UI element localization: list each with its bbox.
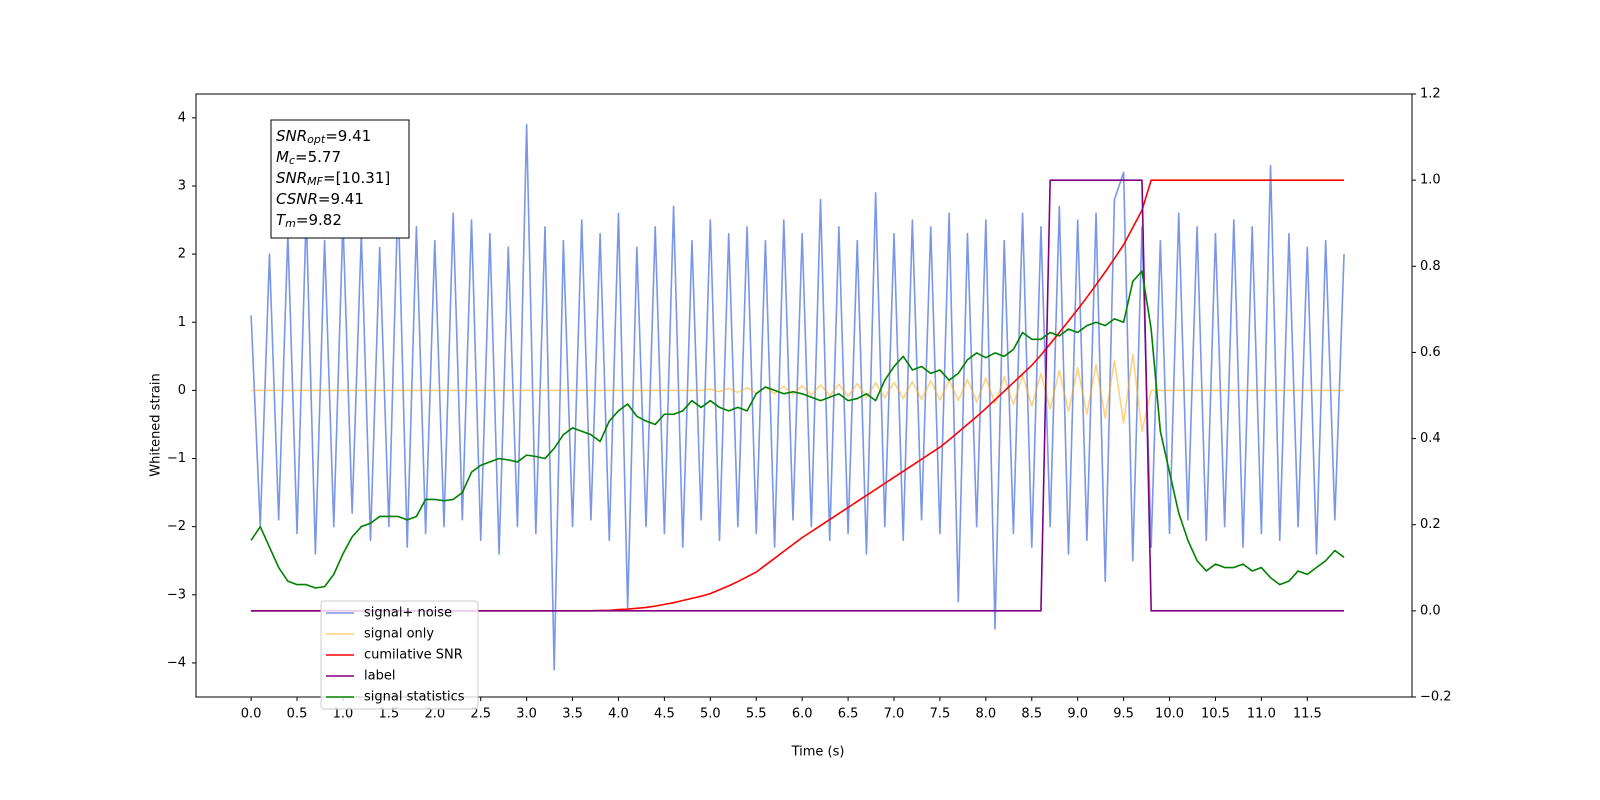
series-line: [251, 353, 1345, 433]
annotation-value: =9.41: [325, 127, 371, 145]
y-tick-label: 3: [178, 178, 186, 193]
y2-tick-label: −0.2: [1420, 690, 1452, 705]
annotation-value: =9.41: [318, 190, 364, 208]
y2-tick-label: 0.2: [1420, 517, 1441, 532]
annotation-value: =5.77: [295, 148, 341, 166]
x-tick-label: 5.5: [746, 707, 767, 722]
y2-tick-label: 0.0: [1420, 603, 1441, 618]
x-tick-label: 11.5: [1293, 707, 1322, 722]
annotation-subscript: m: [285, 217, 296, 230]
annotation-box: [270, 119, 410, 239]
y2-tick-label: 0.4: [1420, 431, 1441, 446]
x-tick-label: 3.0: [516, 707, 537, 722]
annotation-symbol: T: [276, 211, 287, 229]
annotation-symbol: SNR: [276, 169, 307, 187]
x-tick-label: 1.5: [379, 707, 400, 722]
y2-tick-label: 0.8: [1420, 259, 1441, 274]
legend-label: signal only: [364, 627, 434, 642]
x-tick-label: 3.5: [562, 707, 583, 722]
annotation-subscript: opt: [307, 133, 326, 146]
x-tick-label: 7.0: [884, 707, 905, 722]
x-tick-label: 4.5: [654, 707, 675, 722]
y-tick-label: 2: [178, 247, 186, 262]
x-tick-label: 10.5: [1201, 707, 1230, 722]
y-tick-label: 1: [178, 315, 186, 330]
y2-tick-label: 0.6: [1420, 345, 1441, 360]
x-tick-label: 6.5: [838, 707, 859, 722]
legend-label: signal statistics: [364, 690, 465, 705]
x-tick-label: 1.0: [333, 707, 354, 722]
annotation: SNRopt=9.41: [276, 127, 371, 147]
x-tick-label: 6.0: [792, 707, 813, 722]
x-axis-label: Time (s): [791, 745, 845, 760]
annotation-subscript: c: [289, 154, 295, 167]
x-tick-label: 9.0: [1067, 707, 1088, 722]
x-tick-label: 2.0: [424, 707, 445, 722]
x-tick-label: 9.5: [1113, 707, 1134, 722]
series-line: [250, 123, 1345, 671]
y-tick-label: −2: [167, 519, 186, 534]
y2-tick-label: 1.2: [1420, 87, 1441, 102]
legend-box: [320, 600, 479, 710]
legend-label: label: [364, 669, 395, 684]
annotation-symbol: M: [276, 148, 289, 166]
annotation-value: =[10.31]: [323, 169, 390, 187]
x-tick-label: 0.0: [241, 707, 262, 722]
y-axis-label: Whitened strain: [149, 373, 164, 476]
x-tick-label: 5.0: [700, 707, 721, 722]
x-tick-label: 2.5: [470, 707, 491, 722]
x-tick-label: 11.0: [1247, 707, 1276, 722]
annotation-subscript: MF: [307, 175, 323, 188]
x-tick-label: 4.0: [608, 707, 629, 722]
annotation: SNRMF=[10.31]: [276, 169, 390, 189]
x-tick-label: 7.5: [930, 707, 951, 722]
annotation: Tm=9.82: [276, 211, 342, 231]
annotation-value: =9.82: [296, 211, 342, 229]
series-line: [250, 270, 1345, 589]
y-tick-label: −4: [167, 655, 186, 670]
plot-frame: [195, 93, 1413, 698]
annotation: CSNR=9.41: [276, 190, 364, 208]
legend-label: cumilative SNR: [364, 648, 463, 663]
annotation-symbol: CSNR: [276, 190, 318, 208]
y-tick-label: −3: [167, 587, 186, 602]
x-tick-label: 10.0: [1155, 707, 1184, 722]
y-tick-label: 4: [178, 110, 186, 125]
y-tick-label: 0: [178, 383, 186, 398]
y-tick-label: −1: [167, 451, 186, 466]
x-tick-label: 8.5: [1021, 707, 1042, 722]
annotation-symbol: SNR: [276, 127, 307, 145]
annotation: Mc=5.77: [276, 148, 341, 168]
legend-label: signal+ noise: [364, 606, 452, 621]
y2-tick-label: 1.0: [1420, 173, 1441, 188]
x-tick-label: 0.5: [287, 707, 308, 722]
x-tick-label: 8.0: [976, 707, 997, 722]
